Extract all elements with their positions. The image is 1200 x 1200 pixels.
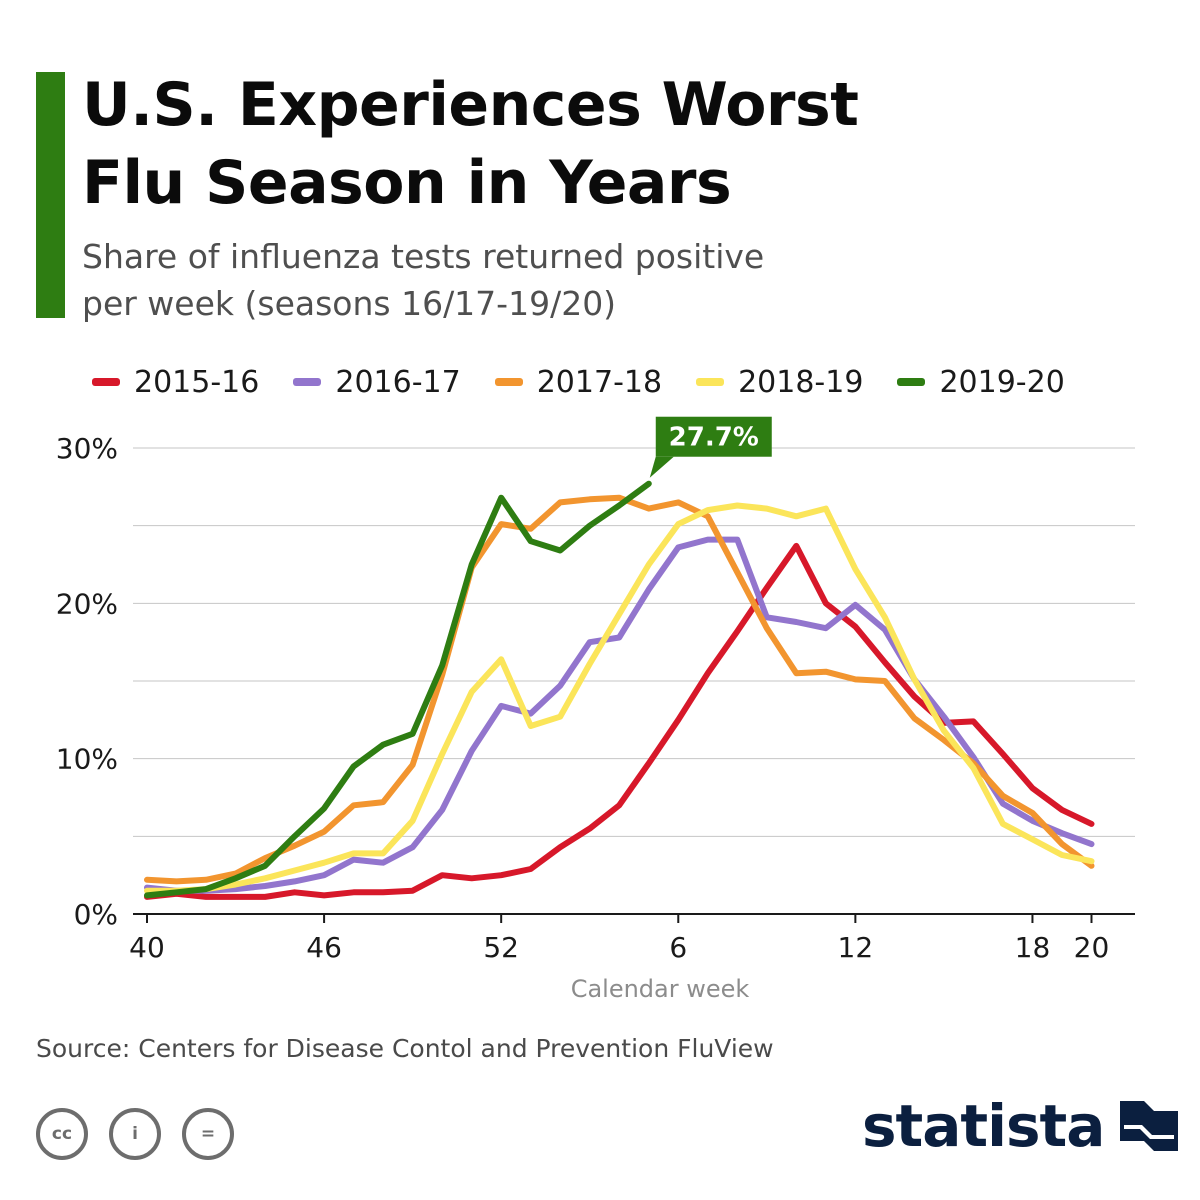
x-axis-tick-labels: 40 46 52 6 12 18 20 [129,914,1109,964]
y-axis-tick-labels: 0% 10% 20% 30% [56,432,118,931]
callout-box [655,416,772,457]
legend-item-2016-17: 2016-17 [293,364,461,400]
chart-title: U.S. Experiences Worst Flu Season in Yea… [82,66,1082,222]
legend-label-2019-20: 2019-20 [939,364,1065,400]
x-tick-label: 6 [669,931,687,964]
line-series-2017-18 [144,494,1095,885]
no-derivatives-icon[interactable]: = [182,1108,234,1160]
legend-swatch-2015-16 [92,378,120,386]
legend-label-2017-18: 2017-18 [536,364,663,400]
line-series-2018-19 [144,502,1095,894]
subtitle-line-2: per week (seasons 16/17-19/20) [82,284,617,323]
legend-item-2015-16: 2015-16 [92,365,259,400]
legend-item-2019-20: 2019-20 [897,364,1065,400]
x-tick-label: 52 [483,931,519,964]
y-tick-label: 20% [56,587,118,620]
statista-mark-icon [1120,1101,1179,1151]
x-axis-label: Calendar week [571,975,750,1003]
accent-bar [36,72,65,318]
legend-swatch-2019-20 [897,378,926,386]
y-tick-label: 30% [56,432,118,465]
title-line-2: Flu Season in Years [82,148,732,218]
subtitle-line-1: Share of influenza tests returned positi… [82,237,765,276]
series-lines [144,480,1095,900]
title-line-1: U.S. Experiences Worst [82,70,859,140]
line-series-2016-17 [144,536,1095,894]
legend: 2015-16 2016-17 2017-18 2018-19 2019-20 [92,360,1099,404]
legend-swatch-2017-18 [494,378,523,386]
attribution-icon[interactable]: i [109,1108,161,1160]
legend-label-2016-17: 2016-17 [335,364,461,400]
y-tick-label: 10% [56,743,118,776]
callout-label: 27.7% [669,423,759,453]
line-series-2019-20 [144,480,652,899]
x-tick-label: 46 [306,931,342,964]
legend-item-2017-18: 2017-18 [494,364,663,400]
license-icons: cc i = [36,1108,255,1160]
statista-logo[interactable]: statista [862,1092,1179,1160]
x-tick-label: 18 [1015,931,1051,964]
callout-pointer [649,456,674,478]
annotations: 27.7% [649,416,772,478]
x-tick-label: 20 [1074,931,1110,964]
y-tick-label: 0% [74,898,118,931]
x-tick-label: 12 [838,931,874,964]
legend-swatch-2016-17 [293,378,322,386]
chart-subtitle: Share of influenza tests returned positi… [82,233,902,327]
legend-label-2015-16: 2015-16 [134,364,260,400]
x-tick-label: 40 [129,931,165,964]
brand-name: statista [862,1092,1105,1160]
legend-label-2018-19: 2018-19 [738,364,864,400]
cc-icon[interactable]: cc [36,1108,88,1160]
legend-item-2018-19: 2018-19 [696,365,863,400]
legend-swatch-2018-19 [696,378,725,386]
source-note: Source: Centers for Disease Contol and P… [36,1034,774,1063]
